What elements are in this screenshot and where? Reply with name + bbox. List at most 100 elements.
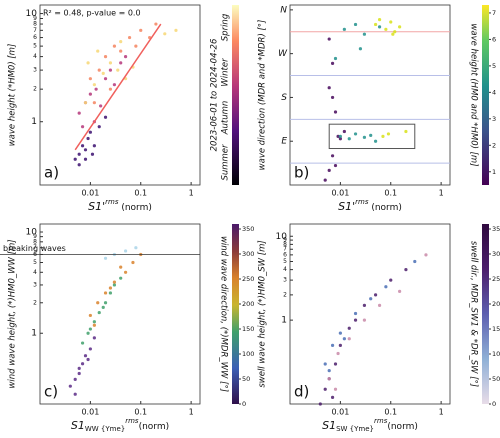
scatter-point: [92, 101, 96, 105]
panel-label: a): [44, 164, 59, 182]
scatter-point: [330, 154, 335, 158]
scatter-point: [88, 327, 92, 331]
colorbar-tick-label: 2: [492, 141, 496, 149]
scatter-point: [77, 111, 81, 115]
y-tick-label: 7: [283, 246, 287, 253]
x-axis-label: S1WW {Yme}rms(norm): [71, 417, 169, 433]
colorbar-title: wave height (HM0 and *HM0) [m]: [469, 23, 479, 166]
scatter-point: [338, 134, 342, 138]
scatter-point: [83, 354, 88, 358]
y-tick-label: E: [281, 137, 287, 147]
y-tick-label: 7: [33, 244, 37, 251]
scatter-point: [373, 293, 378, 297]
scatter-point: [384, 27, 388, 31]
plot-frame: [289, 4, 451, 186]
scatter-point: [342, 129, 346, 134]
y-tick-label: 5: [33, 259, 37, 266]
x-axis-label-main: S1': [88, 200, 105, 213]
scatter-point: [97, 125, 101, 129]
scatter-point: [80, 125, 85, 129]
scatter-point: [413, 259, 417, 264]
scatter-point: [123, 55, 128, 59]
colorbar: [482, 224, 489, 404]
scatter-point: [369, 297, 373, 301]
y-tick-label: 3: [33, 67, 37, 74]
annotation: breaking waves: [3, 244, 66, 253]
colorbar-tick-label: 300: [242, 250, 254, 258]
scatter-point: [92, 336, 96, 340]
colorbar: [232, 5, 239, 185]
colorbar-title: wind wave direction, (*)MDR_WW [°]: [219, 236, 229, 392]
colorbar-tick-label: 350: [242, 225, 254, 233]
scatter-point: [108, 61, 113, 65]
scatter-point: [88, 92, 92, 96]
panel: R² = 0.48, p-value = 0.0 0.01 0.1 1 1 2 3 4 5 678…: [8, 4, 239, 213]
scatter-point: [108, 87, 113, 91]
colorbar-label: Autumn: [221, 101, 231, 136]
x-axis-label-unit: (norm): [387, 422, 418, 432]
scatter-point: [362, 303, 367, 307]
scatter-point: [80, 341, 85, 345]
y-tick-label: 2: [33, 299, 37, 306]
scatter-point: [333, 362, 338, 366]
scatter-point: [103, 301, 108, 305]
x-axis-label-unit: (norm): [118, 203, 151, 213]
scatter-point: [347, 337, 351, 341]
colorbar-tick-label: 1: [492, 168, 496, 176]
colorbar-tick-label: 250: [242, 275, 254, 283]
x-axis-label-sub: WW {Yme}: [85, 425, 125, 433]
highlight-box: [328, 123, 416, 150]
panel-label: b): [294, 164, 309, 182]
scatter-point: [139, 28, 143, 32]
colorbar-tick-label: 7: [492, 9, 496, 17]
scatter-point: [327, 168, 331, 173]
colorbar-tick-label: 3: [492, 115, 496, 123]
scatter-point: [77, 163, 81, 167]
colorbar-tick-label: 350: [492, 225, 500, 233]
scatter-point: [373, 22, 378, 27]
scatter-point: [123, 270, 128, 274]
y-tick-label: 4: [33, 269, 37, 276]
scatter-point: [391, 32, 395, 36]
scatter-point: [323, 387, 327, 391]
scatter-point: [381, 134, 385, 138]
scatter-point: [80, 362, 85, 366]
scatter-point: [83, 148, 88, 152]
colorbar-title: 2023-06-01 to 2024-04-26: [210, 38, 220, 151]
scatter-point: [86, 136, 90, 141]
scatter-point: [96, 49, 100, 53]
scatter-point: [112, 283, 117, 287]
scatter-point: [97, 68, 101, 72]
colorbar-tick-label: 0: [492, 400, 496, 408]
scatter-point: [92, 323, 96, 327]
y-tick-label: 6: [33, 251, 37, 258]
plot-frame: [289, 223, 451, 405]
y-tick-label: 9: [283, 237, 287, 244]
y-tick-label: 3: [283, 277, 287, 284]
scatter-point: [92, 83, 96, 87]
scatter-point: [330, 95, 335, 100]
scatter-point: [377, 25, 382, 29]
colorbar-tick-label: 150: [492, 325, 500, 333]
scatter-point: [88, 130, 92, 134]
scatter-point: [112, 44, 117, 48]
scatter-point: [338, 331, 342, 335]
colorbar-label: Winter: [221, 58, 231, 87]
scatter-point: [103, 77, 108, 81]
scatter-point: [94, 87, 98, 91]
y-tick-label: 4: [33, 53, 37, 60]
scatter-point: [73, 157, 77, 161]
scatter-point: [338, 137, 342, 141]
scatter-point: [123, 249, 128, 253]
scatter-point: [330, 61, 335, 65]
scatter-point: [119, 61, 123, 65]
colorbar-tick-label: 4: [492, 88, 496, 96]
x-tick-label: 0.01: [81, 189, 99, 198]
scatter-point: [86, 331, 90, 335]
scatter-point: [347, 137, 351, 141]
x-tick-label: 0.01: [81, 408, 99, 417]
scatter-point: [333, 110, 338, 114]
scatter-point: [88, 77, 92, 81]
fit-line: [74, 23, 162, 151]
